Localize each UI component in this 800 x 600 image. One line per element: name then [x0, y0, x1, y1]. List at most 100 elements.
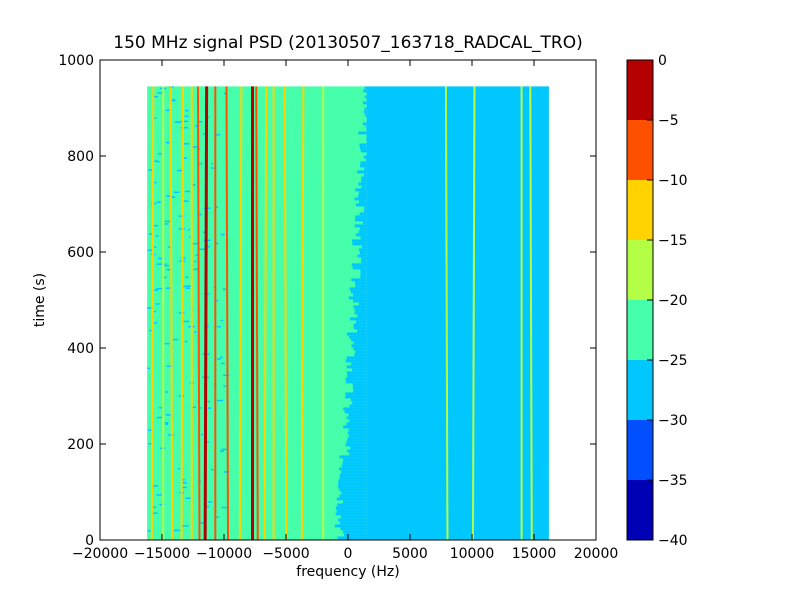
heatmap-speckle: [220, 356, 223, 359]
heatmap-speckle: [153, 181, 157, 184]
heatmap-boundary-strip: [358, 131, 367, 135]
heatmap-boundary-strip: [346, 332, 367, 336]
heatmap-boundary-strip: [343, 425, 367, 429]
heatmap-boundary-strip: [355, 233, 367, 237]
heatmap-boundary-strip: [351, 362, 367, 366]
heatmap-boundary-strip: [336, 509, 367, 513]
heatmap-boundary-strip: [352, 266, 367, 270]
heatmap-speckle: [198, 522, 206, 524]
x-tick-label: 20000: [574, 546, 619, 562]
heatmap-boundary-strip: [364, 86, 367, 90]
heatmap-boundary-strip: [346, 380, 367, 384]
heatmap-speckle: [216, 399, 224, 402]
heatmap-speckle: [154, 322, 158, 324]
y-tick-label: 0: [85, 533, 94, 549]
heatmap-speckle: [156, 287, 164, 290]
heatmap-speckle: [173, 529, 180, 532]
y-axis-label: time (s): [32, 273, 48, 327]
heatmap-boundary-strip: [339, 494, 367, 498]
colorbar-level: [627, 360, 653, 420]
heatmap-speckle: [155, 303, 160, 305]
colorbar-level: [627, 120, 653, 180]
heatmap-boundary-strip: [355, 203, 367, 207]
heatmap-speckle: [206, 245, 211, 248]
heatmap-boundary-strip: [362, 122, 367, 126]
heatmap-speckle: [189, 236, 192, 238]
heatmap-boundary-strip: [358, 194, 367, 198]
heatmap-boundary-strip: [360, 251, 367, 255]
heatmap-boundary-strip: [336, 497, 367, 501]
heatmap-boundary-strip: [359, 227, 367, 231]
heatmap-boundary-strip: [353, 299, 367, 303]
heatmap-boundary-strip: [360, 149, 367, 153]
heatmap-boundary-strip: [343, 500, 367, 504]
heatmap-speckle: [158, 153, 162, 155]
signal-line: [255, 86, 259, 540]
heatmap-speckle: [159, 407, 165, 409]
heatmap-boundary-strip: [355, 284, 367, 288]
heatmap-speckle: [157, 161, 160, 163]
heatmap-boundary-strip: [360, 272, 367, 276]
heatmap-boundary-strip: [347, 437, 367, 441]
heatmap-speckle: [216, 326, 221, 328]
heatmap-boundary-strip: [353, 323, 367, 327]
heatmap-boundary-strip: [354, 308, 367, 312]
heatmap-speckle: [165, 391, 168, 393]
heatmap-boundary-strip: [352, 383, 367, 387]
heatmap-boundary-strip: [339, 521, 367, 525]
heatmap-boundary-strip: [363, 155, 367, 159]
heatmap-speckle: [147, 530, 153, 532]
heatmap-speckle: [149, 233, 153, 235]
heatmap-boundary-strip: [364, 206, 367, 210]
heatmap-boundary-strip: [355, 350, 367, 354]
heatmap-boundary-strip: [345, 359, 367, 363]
heatmap-speckle: [163, 264, 170, 267]
heatmap-boundary-strip: [335, 512, 367, 516]
colorbar-tick-label: −30: [658, 413, 688, 429]
heatmap-speckle: [195, 254, 200, 256]
y-tick-label: 200: [67, 437, 94, 453]
heatmap-boundary-strip: [338, 518, 367, 522]
heatmap-boundary-strip: [360, 275, 367, 279]
heatmap-speckle: [221, 362, 225, 365]
heatmap-boundary-strip: [348, 335, 367, 339]
colorbar-level: [627, 60, 653, 120]
colorbar-tick-label: −15: [658, 233, 688, 249]
colorbar-tick-label: −20: [658, 293, 688, 309]
heatmap-boundary-strip: [352, 386, 367, 390]
heatmap-boundary-strip: [346, 356, 367, 360]
heatmap-speckle: [201, 433, 204, 436]
heatmap-speckle: [147, 307, 152, 309]
heatmap-speckle: [182, 157, 188, 159]
signal-line: [283, 86, 288, 540]
heatmap-speckle: [216, 358, 221, 360]
heatmap-boundary-strip: [346, 371, 367, 375]
heatmap-boundary-strip: [352, 401, 367, 405]
heatmap-speckle: [190, 184, 196, 186]
heatmap-boundary-strip: [338, 482, 367, 486]
heatmap-boundary-strip: [355, 218, 367, 222]
colorbar-level: [627, 480, 653, 540]
heatmap-speckle: [156, 263, 163, 265]
signal-line: [169, 86, 174, 540]
heatmap-speckle: [172, 98, 175, 101]
heatmap-speckle: [190, 406, 196, 409]
heatmap-speckle: [216, 206, 219, 208]
heatmap-speckle: [223, 374, 230, 376]
heatmap-boundary-strip: [339, 455, 367, 459]
heatmap-boundary-strip: [338, 485, 367, 489]
heatmap-speckle: [210, 167, 215, 169]
heatmap-boundary-strip: [354, 224, 367, 228]
heatmap-boundary-strip: [353, 389, 367, 393]
heatmap-speckle: [181, 127, 188, 129]
heatmap-boundary-strip: [337, 536, 367, 540]
heatmap-speckle: [182, 525, 189, 527]
heatmap-speckle: [223, 385, 227, 387]
heatmap-speckle: [164, 342, 170, 345]
heatmap-speckle: [174, 121, 182, 123]
heatmap-boundary-strip: [345, 443, 367, 447]
heatmap-boundary-strip: [348, 296, 367, 300]
heatmap-speckle: [184, 115, 189, 117]
signal-line: [150, 86, 155, 540]
